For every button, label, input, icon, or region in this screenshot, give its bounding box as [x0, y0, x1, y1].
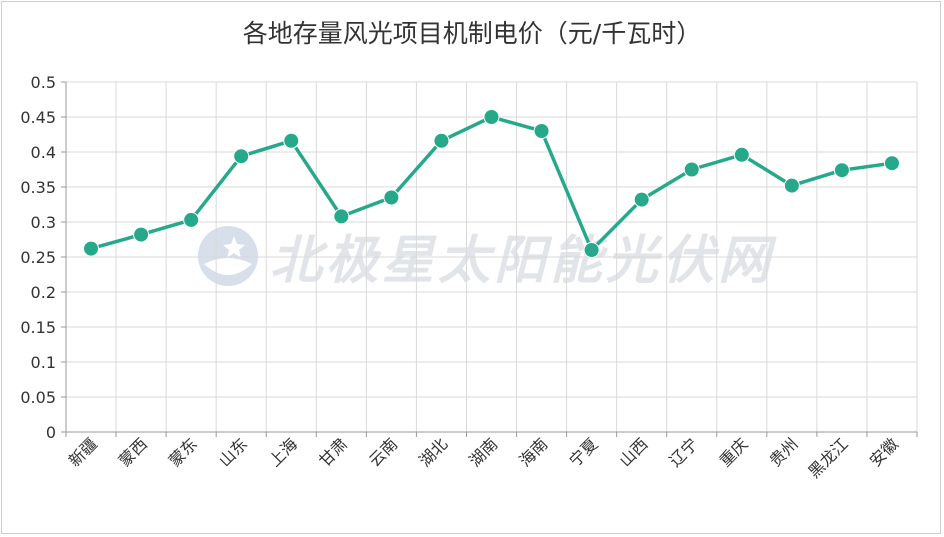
data-point	[633, 191, 650, 208]
axes	[61, 81, 918, 437]
x-tick-label: 宁夏	[565, 434, 601, 470]
data-point	[333, 208, 350, 225]
data-point	[533, 123, 550, 139]
data-point	[733, 146, 750, 163]
data-point	[883, 155, 900, 172]
y-tick-label: 0.05	[20, 388, 56, 407]
x-tick-label: 安徽	[866, 434, 902, 470]
data-point	[183, 211, 200, 228]
x-tick-label: 蒙西	[115, 434, 151, 470]
watermark: 北极星太阳能光伏网	[196, 218, 856, 292]
data-point	[283, 132, 300, 149]
data-point	[833, 162, 850, 179]
y-tick-label: 0.35	[20, 178, 56, 197]
grid-lines	[65, 81, 918, 433]
x-tick-label: 甘肃	[315, 434, 351, 470]
y-tick-label: 0.4	[31, 143, 56, 162]
data-point	[683, 161, 700, 178]
series-points	[83, 109, 900, 258]
data-point	[83, 240, 100, 257]
x-tick-label: 海南	[515, 434, 551, 470]
series-polyline	[89, 115, 894, 252]
x-tick-label: 上海	[265, 434, 301, 470]
x-tick-label: 贵州	[766, 434, 802, 470]
y-tick-label: 0.2	[31, 283, 56, 302]
x-tick-label: 重庆	[716, 434, 752, 470]
x-tick-label: 蒙东	[165, 434, 201, 470]
x-tick-label: 湖北	[415, 434, 451, 470]
x-axis-tick-labels: 新疆 蒙西 蒙东 山东 上海 甘肃 云南 湖北 湖南 海南 宁夏 山西 辽宁 重庆 贵州 黑龙江 安徽	[65, 434, 902, 481]
y-tick-label: 0.1	[31, 353, 56, 372]
y-tick-label: 0.25	[20, 248, 56, 267]
y-tick-label: 0.3	[31, 213, 56, 232]
x-tick-label: 湖南	[465, 434, 501, 470]
data-point	[233, 148, 250, 165]
chart-title: 各地存量风光项目机制电价（元/千瓦时）	[242, 19, 702, 48]
series-line	[89, 115, 894, 252]
data-point	[483, 109, 500, 125]
x-tick-label: 山东	[215, 434, 251, 470]
y-tick-label: 0	[46, 423, 56, 442]
data-point	[433, 132, 450, 149]
y-axis-tick-labels: 0 0.05 0.1 0.15 0.2 0.25 0.3 0.35 0.4 0.45 0.5	[20, 73, 56, 442]
data-point	[133, 226, 150, 243]
x-tick-label: 山西	[616, 434, 652, 470]
y-tick-label: 0.15	[20, 318, 56, 337]
watermark-text: 北极星太阳能光伏网	[270, 231, 775, 291]
x-tick-label: 新疆	[65, 434, 101, 470]
data-point	[383, 189, 400, 206]
x-tick-label: 黑龙江	[804, 434, 851, 481]
data-point	[583, 242, 600, 258]
y-tick-label: 0.45	[20, 108, 56, 127]
x-tick-label: 辽宁	[666, 434, 702, 470]
data-point	[783, 177, 800, 194]
x-tick-label: 云南	[365, 434, 401, 470]
y-tick-label: 0.5	[31, 73, 56, 92]
